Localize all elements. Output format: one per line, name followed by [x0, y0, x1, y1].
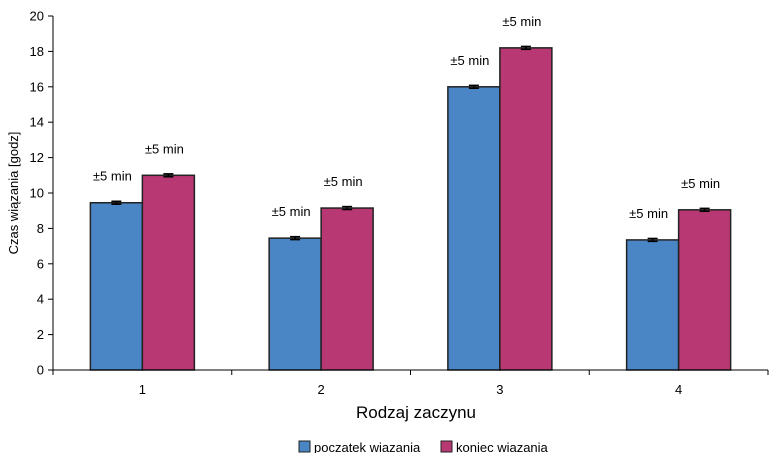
y-tick-label: 16 — [30, 79, 44, 94]
y-tick-label: 8 — [37, 221, 44, 236]
error-label: ±5 min — [93, 169, 132, 184]
x-tick-label: 4 — [675, 382, 682, 397]
y-axis-title: Czas wiązania [godz] — [6, 132, 21, 255]
error-label: ±5 min — [272, 204, 311, 219]
legend-label-series-2: koniec wiazania — [456, 440, 549, 453]
legend-swatch-series-2 — [440, 440, 453, 453]
bar-series-2-cat-3 — [499, 47, 553, 371]
y-tick-label: 18 — [30, 44, 44, 59]
y-tick-label: 14 — [30, 115, 44, 130]
y-tick-label: 20 — [30, 9, 44, 24]
bar-series-2-cat-1 — [141, 174, 196, 371]
bar-series-2-cat-4 — [677, 209, 732, 371]
x-tick-label: 1 — [139, 382, 146, 397]
error-label: ±5 min — [502, 14, 541, 29]
legend: poczatek wiazania koniec wiazania — [298, 440, 549, 453]
y-tick-label: 12 — [30, 150, 44, 165]
error-label: ±5 min — [629, 206, 668, 221]
legend-swatch-series-1 — [298, 440, 311, 453]
error-label: ±5 min — [324, 174, 363, 189]
error-label: ±5 min — [145, 141, 184, 156]
error-label: ±5 min — [681, 176, 720, 191]
y-tick-label: 2 — [37, 327, 44, 342]
bar-series-1-cat-4 — [625, 239, 680, 371]
bar-series-1-cat-3 — [447, 86, 501, 371]
y-tick-label: 4 — [37, 292, 44, 307]
x-axis-title: Rodzaj zaczynu — [356, 403, 476, 422]
legend-label-series-1: poczatek wiazania — [314, 440, 421, 453]
x-tick-label: 3 — [496, 382, 503, 397]
y-tick-label: 0 — [37, 363, 44, 378]
bar-series-2-cat-2 — [320, 207, 374, 371]
bar-series-1-cat-1 — [89, 201, 144, 371]
x-tick-label: 2 — [318, 382, 325, 397]
y-tick-label: 10 — [30, 186, 44, 201]
error-label: ±5 min — [450, 53, 489, 68]
y-tick-label: 6 — [37, 256, 44, 271]
bar-series-1-cat-2 — [268, 237, 322, 371]
